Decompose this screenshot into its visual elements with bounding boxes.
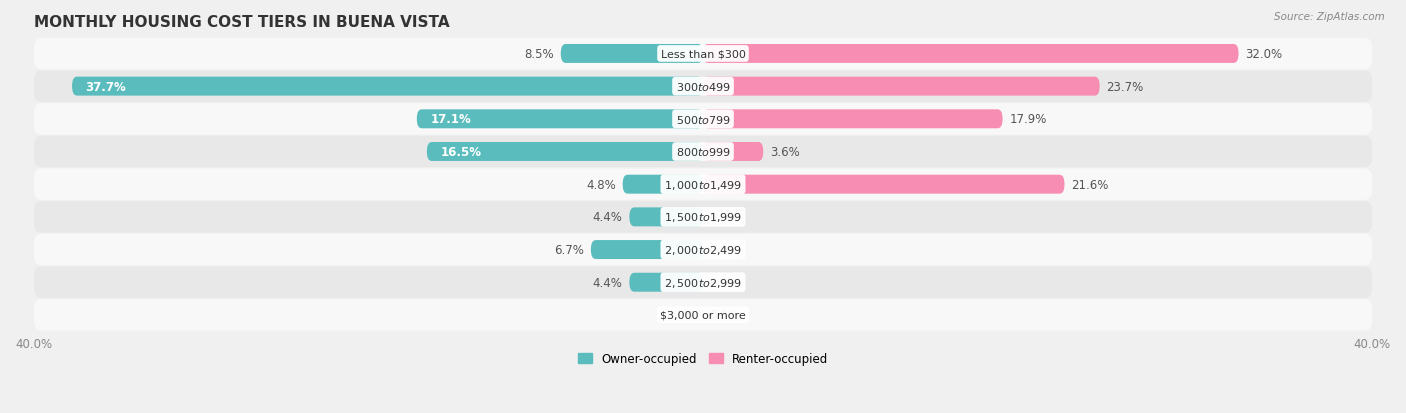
- FancyBboxPatch shape: [72, 78, 703, 96]
- Text: 23.7%: 23.7%: [1107, 81, 1143, 93]
- FancyBboxPatch shape: [561, 45, 703, 64]
- Text: $2,500 to $2,999: $2,500 to $2,999: [664, 276, 742, 289]
- FancyBboxPatch shape: [703, 142, 763, 161]
- Text: 8.5%: 8.5%: [524, 48, 554, 61]
- Text: 21.6%: 21.6%: [1071, 178, 1108, 191]
- Legend: Owner-occupied, Renter-occupied: Owner-occupied, Renter-occupied: [572, 347, 834, 370]
- Text: 0.0%: 0.0%: [710, 309, 740, 322]
- FancyBboxPatch shape: [34, 202, 1372, 233]
- FancyBboxPatch shape: [34, 39, 1372, 70]
- Text: 32.0%: 32.0%: [1246, 48, 1282, 61]
- FancyBboxPatch shape: [703, 78, 1099, 96]
- Text: $1,500 to $1,999: $1,500 to $1,999: [664, 211, 742, 224]
- Text: 17.1%: 17.1%: [430, 113, 471, 126]
- Text: $300 to $499: $300 to $499: [675, 81, 731, 93]
- Text: 6.7%: 6.7%: [554, 243, 583, 256]
- Text: Less than $300: Less than $300: [661, 49, 745, 59]
- Text: $1,000 to $1,499: $1,000 to $1,499: [664, 178, 742, 191]
- Text: 16.5%: 16.5%: [440, 146, 481, 159]
- Text: 3.6%: 3.6%: [770, 146, 800, 159]
- Text: $500 to $799: $500 to $799: [675, 114, 731, 126]
- FancyBboxPatch shape: [34, 136, 1372, 168]
- FancyBboxPatch shape: [623, 175, 703, 194]
- Text: $800 to $999: $800 to $999: [675, 146, 731, 158]
- Text: $2,000 to $2,499: $2,000 to $2,499: [664, 243, 742, 256]
- Text: 4.8%: 4.8%: [586, 178, 616, 191]
- FancyBboxPatch shape: [416, 110, 703, 129]
- FancyBboxPatch shape: [591, 240, 703, 259]
- FancyBboxPatch shape: [630, 273, 703, 292]
- Text: 0.0%: 0.0%: [710, 276, 740, 289]
- Text: 4.4%: 4.4%: [593, 211, 623, 224]
- FancyBboxPatch shape: [34, 267, 1372, 298]
- Text: $3,000 or more: $3,000 or more: [661, 310, 745, 320]
- Text: Source: ZipAtlas.com: Source: ZipAtlas.com: [1274, 12, 1385, 22]
- FancyBboxPatch shape: [34, 234, 1372, 266]
- Text: 17.9%: 17.9%: [1010, 113, 1046, 126]
- FancyBboxPatch shape: [34, 299, 1372, 331]
- FancyBboxPatch shape: [703, 110, 1002, 129]
- Text: 37.7%: 37.7%: [86, 81, 127, 93]
- Text: 4.4%: 4.4%: [593, 276, 623, 289]
- FancyBboxPatch shape: [630, 208, 703, 227]
- FancyBboxPatch shape: [427, 142, 703, 161]
- FancyBboxPatch shape: [34, 104, 1372, 135]
- FancyBboxPatch shape: [34, 71, 1372, 102]
- Text: 0.0%: 0.0%: [666, 309, 696, 322]
- Text: 0.0%: 0.0%: [710, 211, 740, 224]
- Text: 0.0%: 0.0%: [710, 243, 740, 256]
- FancyBboxPatch shape: [703, 45, 1239, 64]
- FancyBboxPatch shape: [34, 169, 1372, 200]
- Text: MONTHLY HOUSING COST TIERS IN BUENA VISTA: MONTHLY HOUSING COST TIERS IN BUENA VIST…: [34, 15, 449, 30]
- FancyBboxPatch shape: [703, 175, 1064, 194]
